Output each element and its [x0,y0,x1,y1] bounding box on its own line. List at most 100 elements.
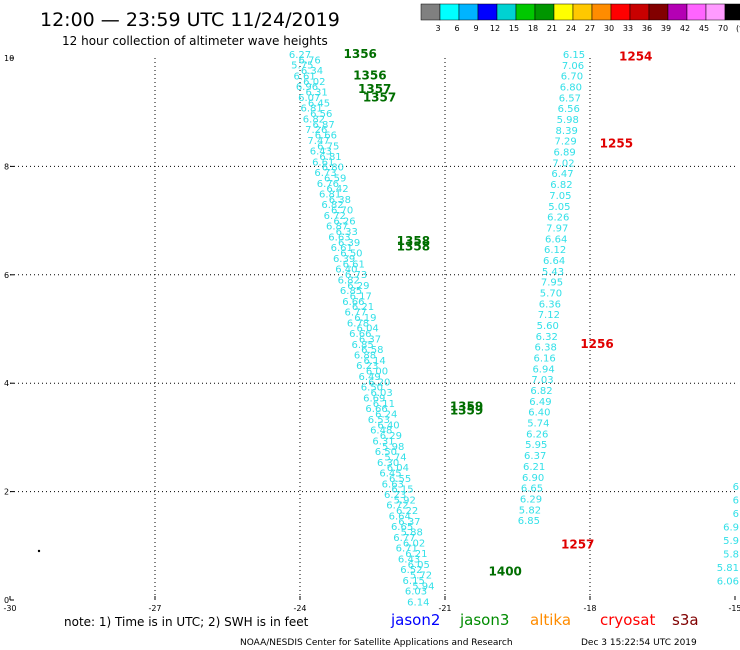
time-label: 1357 [363,90,396,104]
swh-label-pass1: 6.82 [303,114,325,125]
swh-label-cryosat: 6.29 [520,494,542,505]
colorbar-label: 18 [528,24,538,33]
swh-label-cryosat: 6.26 [526,429,548,440]
swh-label-pass1: 6.85 [340,286,362,297]
time-label: 1256 [580,337,613,351]
swh-label-pass2: 5.72 [410,571,432,582]
swh-label-pass2: 6.19 [354,313,376,324]
time-label: 1255 [600,136,633,150]
swh-label-cryosat: 6.57 [559,93,581,104]
swh-label-pass1: 6.69 [363,393,385,404]
swh-label-pass2: 6.05 [408,560,430,571]
colorbar-swatch [420,3,441,21]
swh-label-pass2: 6.70 [331,206,353,217]
swh-label-cryosat: 5.82 [519,505,541,516]
swh-label-pass2: 6.50 [340,249,362,260]
swh-label-pass2: 6.80 [322,163,344,174]
swh-label-cryosat: 6.80 [560,83,582,94]
swh-label-pass2: 6.33 [336,227,358,238]
swh-label-cryosat: 5.05 [548,202,570,213]
swh-label-cryosat: 5.43 [542,267,564,278]
swh-label-pass2: 6.81 [319,152,341,163]
swh-label-cryosat: 7.95 [541,278,563,289]
y-tick-label: 8 [4,162,9,171]
swh-label-pass1: 6.85 [352,340,374,351]
legend-jason2: jason2 [390,611,440,629]
swh-label-pass1: 6.61 [331,243,353,254]
colorbar-swatch [724,3,740,21]
swh-label-pass1: 7.47 [307,136,329,147]
x-tick-label: -27 [148,604,161,613]
swh-label-cryosat: 6.37 [524,451,546,462]
swh-label-cryosat: 6.12 [544,245,566,256]
legend-altika: altika [530,611,571,629]
swh-label-pass1: 6.66 [342,297,364,308]
swh-label-pass2: 6.38 [329,195,351,206]
swh-label-cryosat: 6.64 [543,256,565,267]
swh-label-pass2: 6.29 [380,431,402,442]
swh-label-pass1: 6.65 [391,522,413,533]
y-tick-label: 2 [4,488,9,497]
swh-label-pass2: 6.34 [301,66,323,77]
swh-label-pass1: 6.23 [356,361,378,372]
swh-label-pass2: 6.58 [361,345,383,356]
swh-label-pass2: 6.45 [308,98,330,109]
swh-label-cryosat: 7.29 [555,137,577,148]
swh-label-cryosat: 6.89 [553,148,575,159]
swh-label-pass2: 6.11 [373,399,395,410]
x-tick-label: -30 [3,604,16,613]
colorbar-label: 39 [661,24,671,33]
colorbar-swatch [515,3,536,21]
footer-timestamp: Dec 3 15:22:54 UTC 2019 [581,638,697,648]
swh-label-cryosat: 6.15 [563,50,585,61]
swh-label-cryosat: 7.05 [549,191,571,202]
swh-label-pass1: 6.71 [396,544,418,555]
swh-label-pass2: 6.61 [343,259,365,270]
colorbar-label: 24 [566,24,576,33]
colorbar-swatch [629,3,650,21]
colorbar-label: 27 [585,24,595,33]
colorbar-label: 6 [454,24,459,33]
x-tick-label: -15 [728,604,740,613]
swh-label-edge: 6.9 [723,523,739,534]
colorbar-label: 36 [642,24,652,33]
swh-label-cryosat: 7.97 [546,223,568,234]
swh-label-pass1: 6.14 [407,597,429,608]
colorbar-swatch [458,3,479,21]
swh-label-cryosat: 6.47 [551,169,573,180]
swh-label-pass1: 6.61 [294,71,316,82]
swh-label-cryosat: 5.70 [540,288,562,299]
swh-label-pass1: 6.03 [405,587,427,598]
swh-label-pass1: 6.63 [382,479,404,490]
time-label: 1359 [450,399,483,413]
swh-label-pass1: 6.07 [298,93,320,104]
swh-label-pass2: 6.20 [368,377,390,388]
swh-label-pass2: 6.00 [366,367,388,378]
swh-label-pass1: 6.72 [324,211,346,222]
colorbar-swatch [705,3,726,21]
swh-label-pass1: 6.66 [349,329,371,340]
swh-label-pass2: 6.73 [345,270,367,281]
swh-label-pass1: 6.87 [326,222,348,233]
swh-label-pass2: 5.98 [382,442,404,453]
time-label: 1400 [489,565,522,579]
time-label: 1356 [344,47,377,61]
swh-label-pass2: 6.02 [303,77,325,88]
swh-label-pass1: 6.88 [354,350,376,361]
swh-label-cryosat: 6.90 [522,473,544,484]
time-label: 1358 [397,239,430,253]
colorbar-label: 9 [473,24,478,33]
colorbar-swatch [686,3,707,21]
chart-subtitle: 12 hour collection of altimeter wave hei… [62,34,328,48]
colorbar-swatch [667,3,688,21]
swh-label-pass2: 6.21 [352,302,374,313]
swh-label-edge: 6.06 [717,577,739,588]
colorbar-label: 42 [680,24,690,33]
colorbar-label: 12 [490,24,500,33]
colorbar-swatch [534,3,555,21]
colorbar-label: 21 [547,24,557,33]
colorbar-swatch [610,3,631,21]
swh-label-pass2: 6.15 [391,485,413,496]
